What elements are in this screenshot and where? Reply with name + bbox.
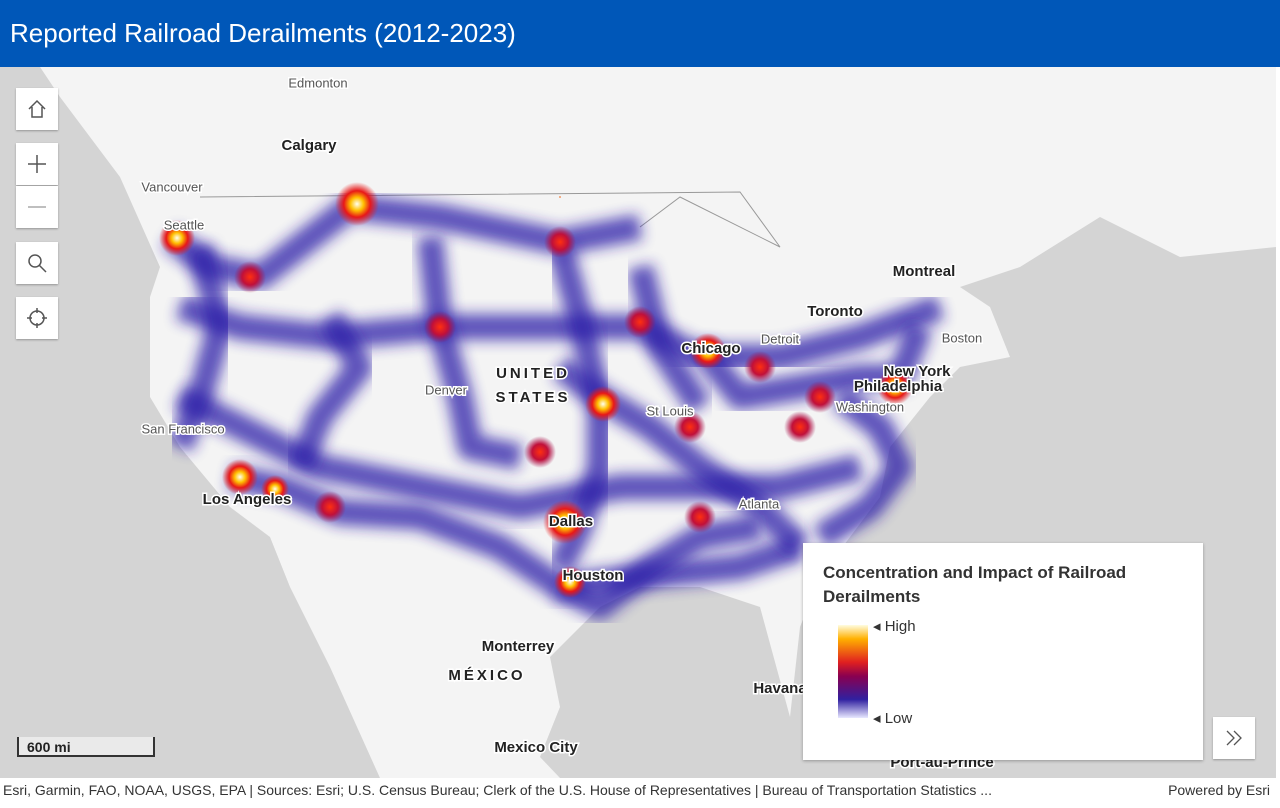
legend: Concentration and Impact of Railroad Der… xyxy=(803,543,1203,760)
city-label: Boston xyxy=(942,330,982,345)
attribution: Esri, Garmin, FAO, NOAA, USGS, EPA | Sou… xyxy=(0,778,1280,808)
city-label: MÉXICO xyxy=(448,667,525,684)
heat-warm xyxy=(544,226,576,258)
city-label: Calgary xyxy=(281,137,337,154)
expand-button[interactable] xyxy=(1213,717,1255,759)
legend-high: ◂ High xyxy=(873,618,916,635)
heat-hot xyxy=(554,566,586,598)
scale-bar: 600 mi xyxy=(17,737,155,757)
city-label: New York xyxy=(884,363,952,380)
legend-low-text: Low xyxy=(884,710,913,727)
legend-low: ◂ Low xyxy=(873,710,913,727)
city-label: Denver xyxy=(425,382,468,397)
city-label: Detroit xyxy=(761,331,800,346)
heat-band xyxy=(627,263,711,415)
city-label: Havana xyxy=(753,680,807,697)
heat-band xyxy=(813,386,913,549)
city-label: Chicago xyxy=(681,340,740,357)
heat-warm xyxy=(804,381,836,413)
city-label: Los Angeles xyxy=(203,491,292,508)
city-label: Vancouver xyxy=(141,179,203,194)
city-label: Dallas xyxy=(549,513,593,530)
heat-warm xyxy=(624,306,656,338)
heat-hot xyxy=(690,333,726,369)
heat-warm xyxy=(314,491,346,523)
city-label: Mexico City xyxy=(494,739,578,756)
heat-hot xyxy=(222,459,258,495)
heat-band xyxy=(167,243,233,452)
city-label: UNITED xyxy=(496,365,570,382)
zoom-in-button[interactable] xyxy=(16,143,58,185)
heat-warm xyxy=(524,436,556,468)
city-label: San Francisco xyxy=(141,421,224,436)
heat-hot xyxy=(543,500,587,544)
legend-high-text: High xyxy=(884,618,916,635)
expand-icon xyxy=(1226,730,1242,746)
heat-warm xyxy=(684,501,716,533)
locate-button[interactable] xyxy=(16,297,58,339)
city-label: Atlanta xyxy=(739,496,780,511)
heat-band xyxy=(287,310,373,472)
heat-band xyxy=(175,294,945,370)
home-button[interactable] xyxy=(16,88,58,130)
legend-title: Concentration and Impact of Railroad Der… xyxy=(823,563,1127,606)
map[interactable]: Edmonton Calgary Vancouver Seattle Montreal T… xyxy=(0,67,1276,778)
heat-hot xyxy=(585,386,621,422)
heat-warm xyxy=(784,411,816,443)
border xyxy=(199,191,781,248)
heatmap xyxy=(159,182,945,620)
heat-hot xyxy=(335,182,379,226)
city-label: Washington xyxy=(836,399,904,414)
home-icon xyxy=(28,99,46,118)
heat-warm xyxy=(674,411,706,443)
search-icon xyxy=(28,254,47,273)
heat-band xyxy=(227,464,805,600)
city-label: St Louis xyxy=(647,403,694,418)
attribution-sources: Esri, Garmin, FAO, NOAA, USGS, EPA | Sou… xyxy=(3,782,992,798)
heat-hot xyxy=(559,196,561,198)
plus-icon xyxy=(28,155,46,173)
heat-band xyxy=(417,235,523,470)
heat-warm xyxy=(744,351,776,383)
powered-by[interactable]: Powered by Esri xyxy=(1168,782,1270,798)
city-label: Edmonton xyxy=(288,75,347,90)
heat-band xyxy=(689,322,933,410)
heat-warm xyxy=(234,261,266,293)
city-label: STATES xyxy=(496,389,571,406)
heat-hot xyxy=(159,220,195,256)
city-label: Monterrey xyxy=(482,638,555,655)
city-label: Toronto xyxy=(807,303,863,320)
city-label: Houston xyxy=(563,567,624,584)
city-label: Seattle xyxy=(164,217,204,232)
map-labels: Edmonton Calgary Vancouver Seattle Montreal T… xyxy=(140,74,995,773)
heat-hot xyxy=(877,369,913,405)
heat-band xyxy=(554,514,763,620)
city-label: Philadelphia xyxy=(854,378,943,395)
city-label: Montreal xyxy=(893,263,956,280)
zoom-out-button[interactable] xyxy=(16,186,58,228)
heat-hot xyxy=(261,475,289,503)
minus-icon xyxy=(28,206,46,208)
heat-warm xyxy=(424,311,456,343)
locate-icon xyxy=(27,308,47,328)
header: Reported Railroad Derailments (2012-2023… xyxy=(0,0,1280,67)
legend-ramp xyxy=(838,625,868,718)
search-button[interactable] xyxy=(16,242,58,284)
